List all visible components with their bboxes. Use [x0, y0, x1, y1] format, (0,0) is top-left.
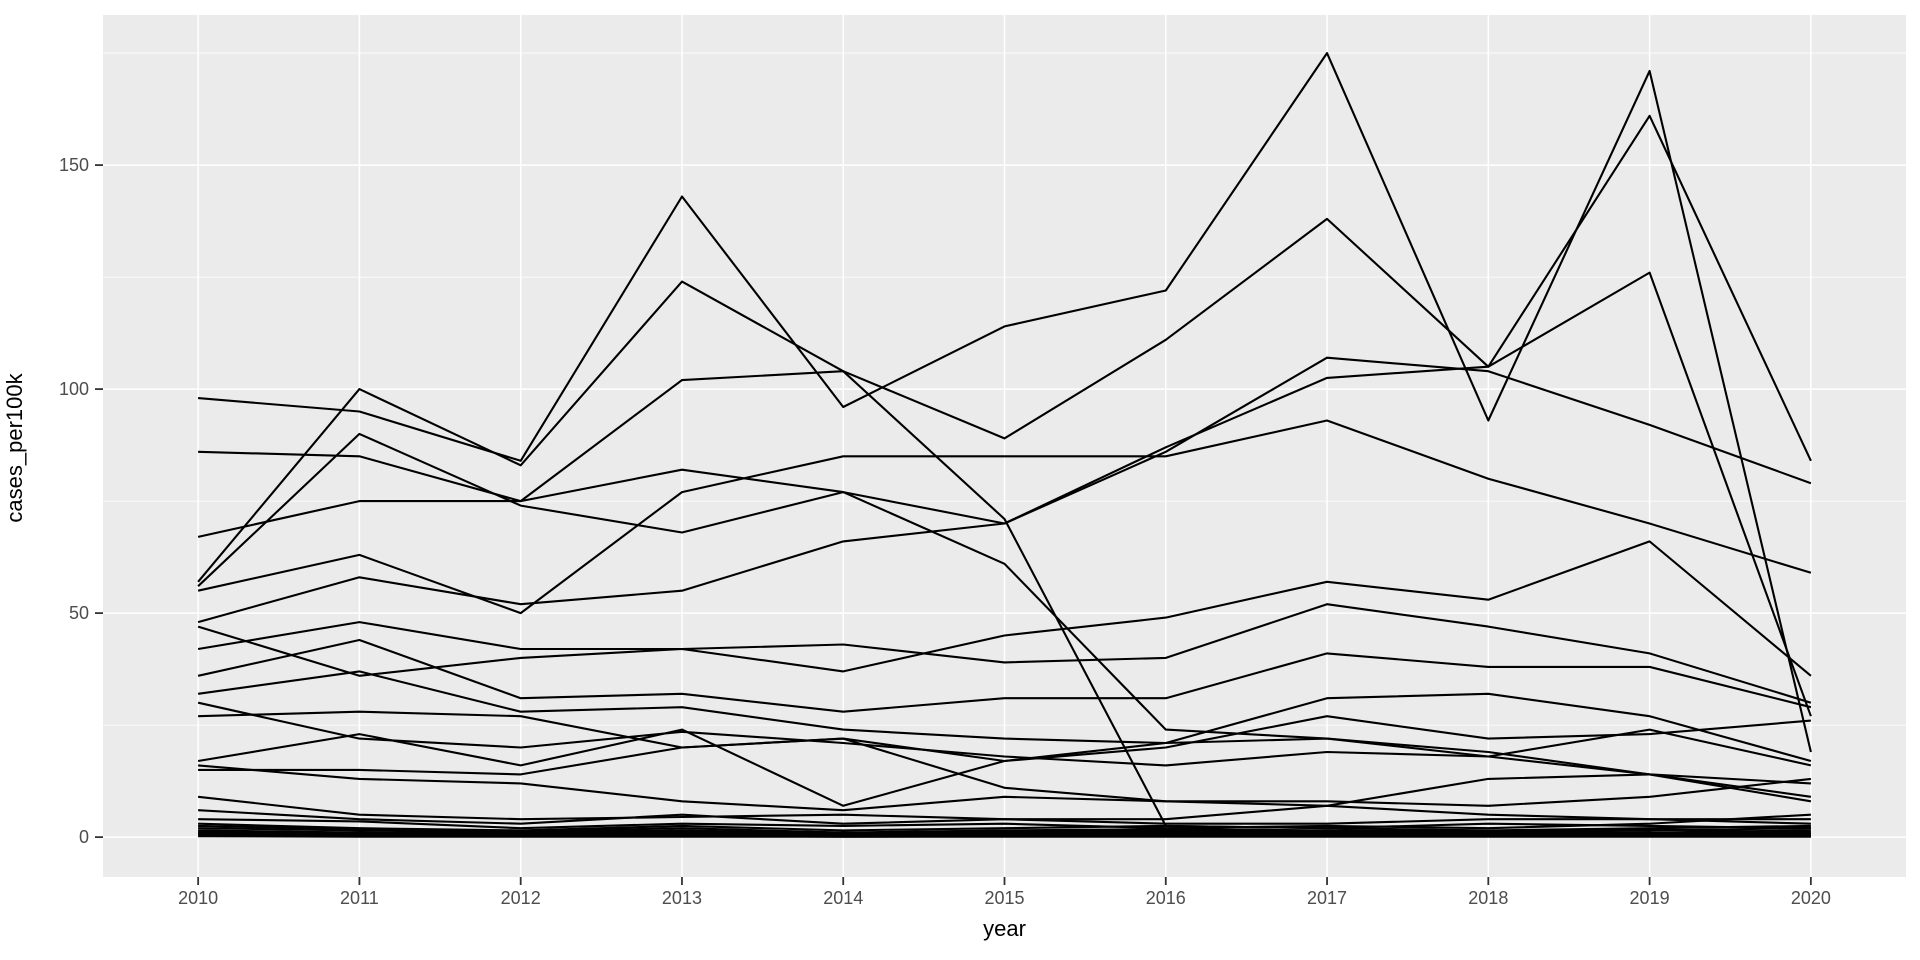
y-tick-label: 100	[59, 379, 89, 399]
x-tick-label: 2014	[823, 888, 863, 908]
data-series-line	[197, 603, 1812, 704]
data-series-line	[197, 540, 1812, 677]
x-axis-tick-labels: 2010 2011 2012 2013 2014 2015 2016 2017 2018 2019…	[178, 888, 1831, 908]
data-series-lines	[197, 52, 1812, 838]
data-series-line	[198, 217, 1812, 717]
x-tick-label: 2020	[1791, 888, 1831, 908]
y-axis-tick-labels: 0 50 100 150	[59, 155, 89, 847]
y-axis-title: cases_per100k	[2, 373, 27, 523]
data-series-line	[198, 809, 1811, 825]
axis-tick-marks	[95, 164, 1812, 885]
y-tick-label: 50	[69, 603, 89, 623]
x-axis-title: year	[983, 916, 1026, 941]
data-series-line	[197, 701, 1812, 767]
x-tick-label: 2017	[1307, 888, 1347, 908]
data-series-line	[198, 737, 1812, 807]
data-series-line	[197, 419, 1812, 615]
data-series-line	[198, 764, 1812, 812]
y-tick-label: 150	[59, 155, 89, 175]
x-tick-label: 2015	[984, 888, 1024, 908]
x-tick-label: 2019	[1630, 888, 1670, 908]
x-tick-label: 2016	[1146, 888, 1186, 908]
x-tick-label: 2013	[662, 888, 702, 908]
x-tick-label: 2011	[340, 888, 379, 908]
data-series-line	[197, 280, 1811, 830]
data-series-line	[197, 728, 1811, 807]
x-tick-label: 2012	[501, 888, 541, 908]
data-series-line	[198, 52, 1812, 753]
data-series-line	[197, 432, 1812, 798]
y-tick-label: 0	[79, 827, 89, 847]
data-series-line	[197, 638, 1812, 713]
x-tick-label: 2018	[1468, 888, 1508, 908]
data-series-line	[197, 670, 1812, 763]
data-series-line	[197, 356, 1812, 624]
x-tick-label: 2010	[178, 888, 218, 908]
data-series-line	[198, 835, 1811, 838]
data-series-line	[198, 822, 1811, 832]
data-series-line	[198, 813, 1811, 830]
